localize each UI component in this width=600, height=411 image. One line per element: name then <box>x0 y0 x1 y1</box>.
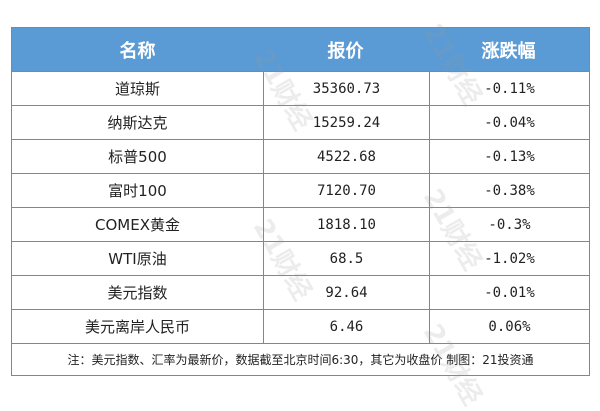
cell-price: 1818.10 <box>263 208 429 241</box>
cell-change: -0.38% <box>429 174 589 207</box>
cell-price: 7120.70 <box>263 174 429 207</box>
header-name: 名称 <box>119 40 156 62</box>
cell-price: 92.64 <box>263 276 429 309</box>
cell-price: 6.46 <box>263 310 429 343</box>
cell-name: WTI原油 <box>108 250 167 268</box>
table-row: 美元离岸人民币 6.46 0.06% <box>12 309 589 343</box>
cell-name: COMEX黄金 <box>95 216 180 234</box>
cell-change: -0.04% <box>429 106 589 139</box>
table-row: 标普500 4522.68 -0.13% <box>12 139 589 173</box>
table-header: 名称 报价 涨跌幅 <box>12 28 589 71</box>
footnote: 注：美元指数、汇率为最新价，数据截至北京时间6:30，其它为收盘价 制图：21投… <box>12 343 589 375</box>
table-row: 富时100 7120.70 -0.38% <box>12 173 589 207</box>
cell-price: 35360.73 <box>263 72 429 105</box>
cell-change: -0.13% <box>429 140 589 173</box>
cell-price: 68.5 <box>263 242 429 275</box>
cell-name: 道琼斯 <box>114 80 160 98</box>
cell-change: 0.06% <box>429 310 589 343</box>
table-row: WTI原油 68.5 -1.02% <box>12 241 589 275</box>
table-row: COMEX黄金 1818.10 -0.3% <box>12 207 589 241</box>
cell-change: -0.01% <box>429 276 589 309</box>
cell-name: 标普500 <box>108 148 167 166</box>
cell-name: 美元指数 <box>107 284 168 302</box>
cell-change: -0.3% <box>429 208 589 241</box>
cell-price: 15259.24 <box>263 106 429 139</box>
header-price: 报价 <box>327 40 364 62</box>
header-change: 涨跌幅 <box>481 40 536 62</box>
table-row: 道琼斯 35360.73 -0.11% <box>12 71 589 105</box>
cell-name: 纳斯达克 <box>107 114 168 132</box>
cell-name: 美元离岸人民币 <box>84 318 190 336</box>
cell-change: -0.11% <box>429 72 589 105</box>
market-table: 名称 报价 涨跌幅 道琼斯 35360.73 -0.11% 纳斯达克 15259.24-… <box>11 27 590 376</box>
cell-name: 富时100 <box>108 182 167 200</box>
table-row: 美元指数 92.64 -0.01% <box>12 275 589 309</box>
cell-price: 4522.68 <box>263 140 429 173</box>
table-row: 纳斯达克 15259.24 -0.04% <box>12 105 589 139</box>
cell-change: -1.02% <box>429 242 589 275</box>
